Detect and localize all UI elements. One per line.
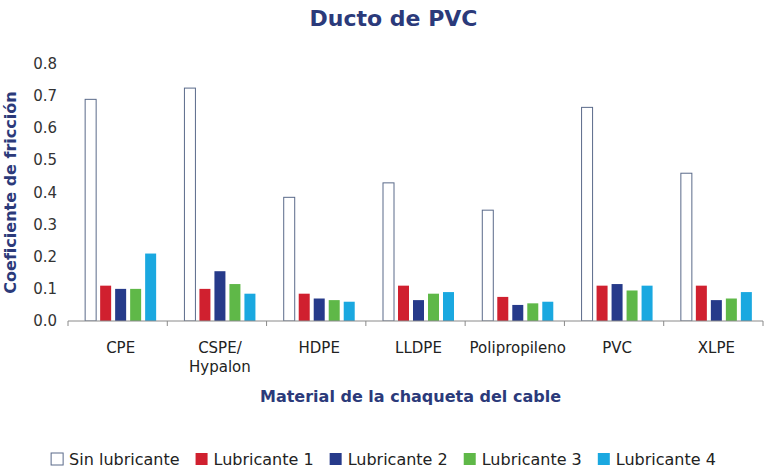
y-tick-label: 0.4	[33, 184, 57, 202]
bar	[85, 99, 96, 321]
y-tick-label: 0.2	[33, 248, 57, 266]
legend-swatch	[464, 453, 476, 465]
x-tick	[763, 321, 764, 326]
x-tick-label-line: Polipropileno	[470, 339, 566, 357]
bar	[428, 294, 439, 321]
x-tick	[68, 321, 69, 326]
legend-item: Lubricante 1	[196, 450, 314, 469]
bars	[85, 88, 752, 321]
y-tick	[64, 256, 68, 257]
x-tick-label: HDPE	[299, 339, 340, 357]
x-tick	[663, 321, 664, 326]
y-tick	[64, 192, 68, 193]
y-tick	[64, 288, 68, 289]
bar	[681, 173, 692, 321]
y-tick	[64, 128, 68, 129]
x-axis-label: Material de la chaqueta del cable	[260, 387, 561, 406]
legend-item: Lubricante 2	[330, 450, 448, 469]
y-tick	[64, 160, 68, 161]
bar	[413, 300, 424, 321]
legend-item: Lubricante 3	[464, 450, 582, 469]
bar	[344, 302, 355, 321]
bar	[130, 289, 141, 321]
bar	[482, 210, 493, 321]
legend-item: Lubricante 4	[598, 450, 716, 469]
bar	[314, 299, 325, 321]
y-tick-label: 0.8	[33, 55, 57, 73]
bar	[199, 289, 210, 321]
legend-label: Lubricante 4	[616, 450, 716, 469]
bar	[329, 300, 340, 321]
bar	[299, 294, 310, 321]
bar	[512, 305, 523, 321]
chart: Ducto de PVC Coeficiente de fricción 0.0 0.…	[0, 0, 767, 474]
bar	[244, 294, 255, 321]
x-tick-label-line: Hypalon	[189, 358, 251, 376]
y-tick-label: 0.7	[33, 87, 57, 105]
bar	[711, 300, 722, 321]
legend-swatch	[598, 453, 610, 465]
legend-swatch	[330, 453, 342, 465]
x-tick-label-line: CPE	[106, 339, 135, 357]
y-tick-label: 0.6	[33, 119, 57, 137]
bar	[214, 271, 225, 321]
x-tick	[365, 321, 366, 326]
x-tick-label-line: XLPE	[698, 339, 735, 357]
y-tick	[64, 321, 68, 322]
x-tick-label-line: PVC	[602, 339, 632, 357]
legend-label: Lubricante 2	[348, 450, 448, 469]
bar	[497, 297, 508, 321]
y-tick-label: 0.5	[33, 151, 57, 169]
x-tick-label: PVC	[602, 339, 632, 357]
bar	[229, 284, 240, 321]
legend-swatch	[196, 453, 208, 465]
y-tick	[64, 224, 68, 225]
bar	[443, 292, 454, 321]
bar	[398, 286, 409, 321]
legend-label: Sin lubricante	[69, 450, 179, 469]
y-tick	[64, 96, 68, 97]
bar	[383, 183, 394, 321]
legend-swatch	[51, 453, 63, 465]
x-tick-label: XLPE	[698, 339, 735, 357]
x-tick-label-line: CSPE/	[198, 339, 243, 357]
bar	[100, 286, 111, 321]
x-tick-label-line: HDPE	[299, 339, 340, 357]
x-tick	[564, 321, 565, 326]
bar	[597, 286, 608, 321]
bar	[115, 289, 126, 321]
title: Ducto de PVC	[310, 6, 478, 31]
x-tick-label: CSPE/Hypalon	[189, 339, 251, 376]
bar	[726, 299, 737, 321]
y-tick	[64, 64, 68, 65]
bar	[184, 88, 195, 321]
y-tick-label: 0.0	[33, 312, 57, 330]
y-axis-label: Coeficiente de fricción	[1, 91, 20, 293]
x-tick-label: Polipropileno	[470, 339, 566, 357]
bar	[582, 107, 593, 321]
y-tick-label: 0.3	[33, 216, 57, 234]
x-axis	[68, 321, 763, 322]
legend-label: Lubricante 3	[482, 450, 582, 469]
bar	[145, 254, 156, 321]
bar	[284, 197, 295, 321]
y-tick-label: 0.1	[33, 280, 57, 298]
bar	[542, 302, 553, 321]
bar	[642, 286, 653, 321]
legend-label: Lubricante 1	[214, 450, 314, 469]
legend-item: Sin lubricante	[51, 450, 179, 469]
bar	[627, 290, 638, 321]
x-tick	[167, 321, 168, 326]
x-tick	[465, 321, 466, 326]
legend: Sin lubricante Lubricante 1 Lubricante 2 Lu…	[51, 450, 716, 469]
x-tick	[266, 321, 267, 326]
bar	[696, 286, 707, 321]
x-tick-label: CPE	[106, 339, 135, 357]
bar	[612, 284, 623, 321]
bar	[527, 303, 538, 321]
x-tick-label: LLDPE	[395, 339, 442, 357]
bar	[741, 292, 752, 321]
x-tick-label-line: LLDPE	[395, 339, 442, 357]
